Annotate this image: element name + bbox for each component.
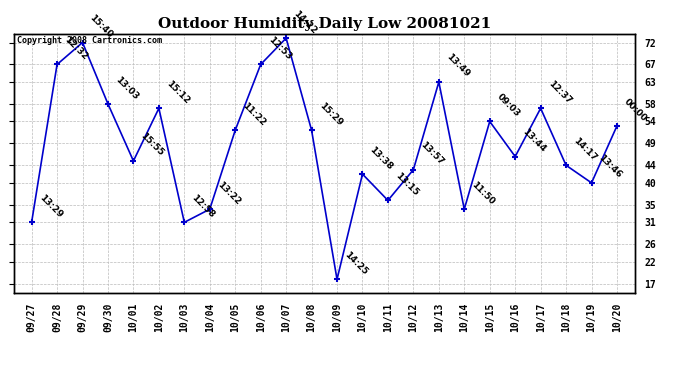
Text: 14:22: 14:22 [292, 9, 318, 35]
Title: Outdoor Humidity Daily Low 20081021: Outdoor Humidity Daily Low 20081021 [158, 17, 491, 31]
Text: Copyright 2008 Cartronics.com: Copyright 2008 Cartronics.com [17, 36, 162, 45]
Text: 13:44: 13:44 [521, 127, 548, 154]
Text: 13:22: 13:22 [215, 180, 242, 206]
Text: 14:17: 14:17 [571, 136, 598, 162]
Text: 12:58: 12:58 [190, 193, 217, 219]
Text: 15:55: 15:55 [139, 132, 166, 158]
Text: 13:38: 13:38 [368, 145, 395, 171]
Text: 13:46: 13:46 [597, 153, 624, 180]
Text: 13:29: 13:29 [37, 193, 64, 219]
Text: 00:00: 00:00 [622, 97, 649, 123]
Text: 12:37: 12:37 [546, 79, 573, 105]
Text: 09:03: 09:03 [495, 92, 522, 118]
Text: 11:50: 11:50 [470, 180, 496, 206]
Text: 12:32: 12:32 [63, 35, 89, 62]
Text: 11:22: 11:22 [241, 101, 268, 128]
Text: 12:53: 12:53 [266, 35, 293, 62]
Text: 13:57: 13:57 [419, 140, 446, 167]
Text: 15:12: 15:12 [164, 79, 191, 105]
Text: 15:29: 15:29 [317, 101, 344, 128]
Text: 13:03: 13:03 [114, 75, 140, 101]
Text: 13:49: 13:49 [444, 53, 471, 79]
Text: 15:40: 15:40 [88, 13, 115, 40]
Text: 13:15: 13:15 [393, 171, 420, 198]
Text: 14:25: 14:25 [342, 250, 369, 277]
